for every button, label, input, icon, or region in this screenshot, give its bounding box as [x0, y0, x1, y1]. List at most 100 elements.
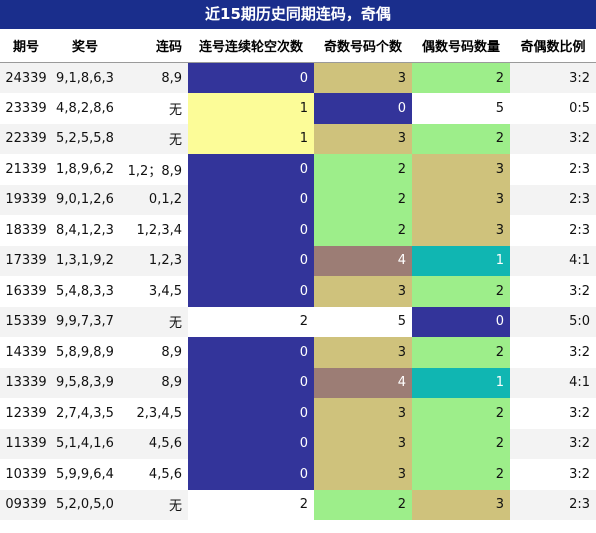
ratio-cell: 3:2	[510, 276, 596, 307]
odd-count-cell: 3	[314, 428, 412, 459]
ratio-cell: 2:3	[510, 154, 596, 185]
miss-count-cell: 0	[188, 428, 314, 459]
miss-count-cell: 1	[188, 123, 314, 154]
history-table: 期号 奖号 连码 连号连续轮空次数 奇数号码个数 偶数号码数量 奇偶数比例 24…	[0, 29, 596, 520]
miss-count-cell: 0	[188, 398, 314, 429]
table-row: 12339 2,7,4,3,5 2,3,4,5 0 3 2 3:2	[0, 398, 596, 429]
numbers-cell: 5,2,5,5,8	[52, 123, 118, 154]
consecutive-cell: 无	[118, 489, 188, 520]
miss-count-cell: 2	[188, 306, 314, 337]
consecutive-cell: 1,2,3,4	[118, 215, 188, 246]
table-row: 24339 9,1,8,6,3 8,9 0 3 2 3:2	[0, 62, 596, 93]
miss-count-cell: 0	[188, 184, 314, 215]
period-cell: 24339	[0, 62, 52, 93]
ratio-cell: 3:2	[510, 123, 596, 154]
ratio-cell: 3:2	[510, 398, 596, 429]
even-count-cell: 2	[412, 459, 510, 490]
numbers-cell: 9,1,8,6,3	[52, 62, 118, 93]
table-row: 15339 9,9,7,3,7 无 2 5 0 5:0	[0, 306, 596, 337]
period-cell: 15339	[0, 306, 52, 337]
odd-count-cell: 3	[314, 276, 412, 307]
period-cell: 13339	[0, 367, 52, 398]
numbers-cell: 1,3,1,9,2	[52, 245, 118, 276]
odd-count-cell: 3	[314, 62, 412, 93]
table-row: 14339 5,8,9,8,9 8,9 0 3 2 3:2	[0, 337, 596, 368]
even-count-cell: 3	[412, 154, 510, 185]
consecutive-cell: 8,9	[118, 62, 188, 93]
period-cell: 17339	[0, 245, 52, 276]
consecutive-cell: 无	[118, 93, 188, 124]
even-count-cell: 3	[412, 184, 510, 215]
consecutive-cell: 无	[118, 306, 188, 337]
consecutive-cell: 0,1,2	[118, 184, 188, 215]
miss-count-cell: 0	[188, 276, 314, 307]
numbers-cell: 1,8,9,6,2	[52, 154, 118, 185]
miss-count-cell: 0	[188, 154, 314, 185]
table-row: 18339 8,4,1,2,3 1,2,3,4 0 2 3 2:3	[0, 215, 596, 246]
numbers-cell: 5,8,9,8,9	[52, 337, 118, 368]
consecutive-cell: 4,5,6	[118, 428, 188, 459]
ratio-cell: 2:3	[510, 184, 596, 215]
even-count-cell: 2	[412, 62, 510, 93]
numbers-cell: 5,9,9,6,4	[52, 459, 118, 490]
odd-count-cell: 3	[314, 337, 412, 368]
miss-count-cell: 2	[188, 489, 314, 520]
ratio-cell: 0:5	[510, 93, 596, 124]
header-odd-count: 奇数号码个数	[314, 29, 412, 63]
table-row: 21339 1,8,9,6,2 1,2；8,9 0 2 3 2:3	[0, 154, 596, 185]
table-row: 22339 5,2,5,5,8 无 1 3 2 3:2	[0, 123, 596, 154]
consecutive-cell: 4,5,6	[118, 459, 188, 490]
ratio-cell: 4:1	[510, 367, 596, 398]
odd-count-cell: 4	[314, 245, 412, 276]
odd-count-cell: 2	[314, 489, 412, 520]
period-cell: 19339	[0, 184, 52, 215]
even-count-cell: 3	[412, 489, 510, 520]
table-row: 19339 9,0,1,2,6 0,1,2 0 2 3 2:3	[0, 184, 596, 215]
even-count-cell: 0	[412, 306, 510, 337]
even-count-cell: 2	[412, 276, 510, 307]
even-count-cell: 1	[412, 245, 510, 276]
header-period: 期号	[0, 29, 52, 63]
numbers-cell: 9,0,1,2,6	[52, 184, 118, 215]
even-count-cell: 5	[412, 93, 510, 124]
period-cell: 14339	[0, 337, 52, 368]
period-cell: 21339	[0, 154, 52, 185]
odd-count-cell: 2	[314, 184, 412, 215]
ratio-cell: 2:3	[510, 215, 596, 246]
even-count-cell: 2	[412, 337, 510, 368]
consecutive-cell: 1,2；8,9	[118, 154, 188, 185]
numbers-cell: 9,5,8,3,9	[52, 367, 118, 398]
odd-count-cell: 4	[314, 367, 412, 398]
miss-count-cell: 0	[188, 367, 314, 398]
even-count-cell: 1	[412, 367, 510, 398]
numbers-cell: 5,4,8,3,3	[52, 276, 118, 307]
table-row: 16339 5,4,8,3,3 3,4,5 0 3 2 3:2	[0, 276, 596, 307]
miss-count-cell: 0	[188, 62, 314, 93]
header-numbers: 奖号	[52, 29, 118, 63]
numbers-cell: 5,2,0,5,0	[52, 489, 118, 520]
odd-count-cell: 2	[314, 215, 412, 246]
even-count-cell: 2	[412, 398, 510, 429]
consecutive-cell: 无	[118, 123, 188, 154]
consecutive-cell: 8,9	[118, 367, 188, 398]
period-cell: 11339	[0, 428, 52, 459]
period-cell: 12339	[0, 398, 52, 429]
odd-count-cell: 3	[314, 398, 412, 429]
period-cell: 22339	[0, 123, 52, 154]
numbers-cell: 9,9,7,3,7	[52, 306, 118, 337]
consecutive-cell: 2,3,4,5	[118, 398, 188, 429]
ratio-cell: 3:2	[510, 62, 596, 93]
ratio-cell: 5:0	[510, 306, 596, 337]
consecutive-cell: 3,4,5	[118, 276, 188, 307]
consecutive-cell: 8,9	[118, 337, 188, 368]
ratio-cell: 3:2	[510, 459, 596, 490]
miss-count-cell: 1	[188, 93, 314, 124]
even-count-cell: 2	[412, 123, 510, 154]
table-row: 13339 9,5,8,3,9 8,9 0 4 1 4:1	[0, 367, 596, 398]
ratio-cell: 3:2	[510, 337, 596, 368]
ratio-cell: 4:1	[510, 245, 596, 276]
even-count-cell: 3	[412, 215, 510, 246]
ratio-cell: 3:2	[510, 428, 596, 459]
miss-count-cell: 0	[188, 245, 314, 276]
table-row: 23339 4,8,2,8,6 无 1 0 5 0:5	[0, 93, 596, 124]
